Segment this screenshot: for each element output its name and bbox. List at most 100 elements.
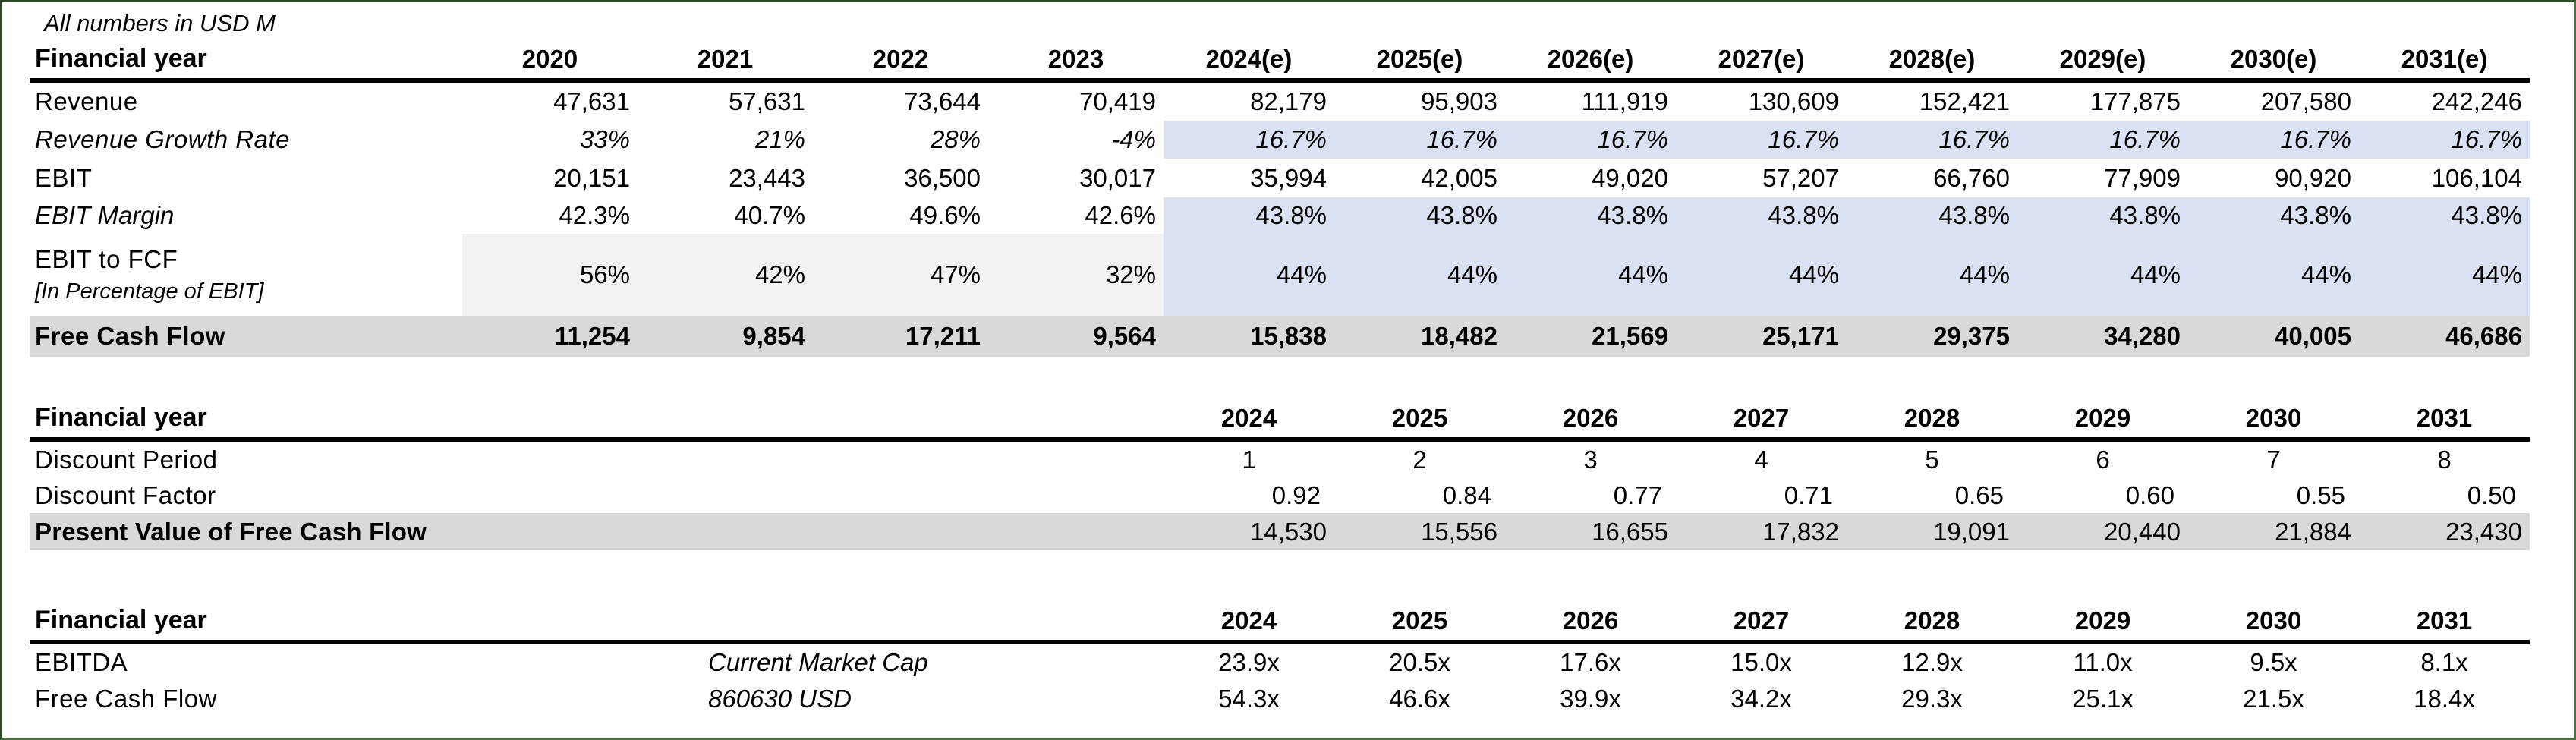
revenue-value-cell: 207,580 — [2260, 87, 2351, 115]
pv-of-fcf-value-cell: 16,655 — [1505, 513, 1676, 550]
discount-period-value-cell: 4 — [1754, 445, 1768, 474]
ebit-to-fcf-value-cell: 44% — [2017, 234, 2188, 316]
year-header-cell: 2028 — [1847, 398, 2017, 442]
discounting-header-row: Financial year 2024 2025 2026 2027 2028 2029 2… — [30, 398, 2530, 442]
ebitda-multiple-value-cell: 15.0x — [1730, 648, 1792, 676]
pv-of-fcf-value-cell: 14,530 — [1164, 513, 1334, 550]
pv-of-fcf-value-cell: 15,556 — [1334, 513, 1505, 550]
revenue-growth-value-cell: -4% — [1111, 125, 1156, 153]
revenue-value-cell: 111,919 — [1581, 87, 1668, 115]
revenue-value-cell: 57,631 — [729, 87, 805, 115]
ebit-value-cell: 35,994 — [1250, 163, 1327, 192]
revenue-growth-value-cell: 16.7% — [2359, 121, 2530, 159]
year-header-cell: 2026 — [1505, 398, 1676, 442]
revenue-growth-label: Revenue Growth Rate — [35, 125, 291, 153]
pv-of-fcf-row: Present Value of Free Cash Flow 14,530 15… — [30, 513, 2530, 550]
free-cash-flow-value-cell: 29,375 — [1847, 316, 2017, 357]
revenue-value-cell: 177,875 — [2089, 87, 2181, 115]
ebitda-multiple-value-cell: 8.1x — [2420, 648, 2468, 676]
revenue-growth-value-cell: 16.7% — [1334, 121, 1505, 159]
forecast-table: Financial year 2020 2021 2022 2023 2024(e) 20… — [30, 37, 2530, 357]
fcf-multiple-value-cell: 18.4x — [2414, 685, 2475, 713]
pv-of-fcf-value-cell: 21,884 — [2188, 513, 2359, 550]
discount-factor-value-cell: 0.65 — [1954, 480, 2004, 509]
revenue-growth-value-cell: 16.7% — [1505, 121, 1676, 159]
ebit-to-fcf-value-cell: 32% — [988, 234, 1164, 316]
year-header-cell: 2029(e) — [2017, 37, 2188, 83]
financial-year-label: Financial year — [30, 600, 462, 644]
year-header-cell: 2024(e) — [1164, 37, 1334, 83]
pv-of-fcf-value-cell: 17,832 — [1676, 513, 1847, 550]
year-header-cell: 2024 — [1164, 600, 1334, 644]
ebit-margin-value-cell: 43.8% — [1676, 197, 1847, 234]
year-header-cell: 2026 — [1505, 600, 1676, 644]
revenue-growth-row: Revenue Growth Rate 33% 21% 28% -4% 16.7% 16.… — [30, 121, 2530, 159]
fcf-multiple-value-cell: 21.5x — [2243, 685, 2304, 713]
row-spacer — [462, 513, 1164, 550]
ebit-value-cell: 90,920 — [2275, 163, 2351, 192]
revenue-value-cell: 73,644 — [904, 87, 981, 115]
revenue-row: Revenue 47,631 57,631 73,644 70,419 82,179 95… — [30, 80, 2530, 121]
units-note: All numbers in USD M — [44, 10, 276, 36]
free-cash-flow-value-cell: 11,254 — [462, 316, 638, 357]
year-header-cell: 2028 — [1847, 600, 2017, 644]
fcf-multiple-value-cell: 25.1x — [2072, 685, 2134, 713]
current-market-cap-note: Current Market Cap — [708, 648, 928, 676]
free-cash-flow-row: Free Cash Flow 11,254 9,854 17,211 9,564 15,… — [30, 316, 2530, 357]
market-cap-value-note: 860630 USD — [708, 685, 852, 713]
ebit-value-cell: 30,017 — [1079, 163, 1156, 192]
ebit-margin-value-cell: 42.6% — [1085, 201, 1156, 229]
ebit-margin-value-cell: 43.8% — [1847, 197, 2017, 234]
discount-period-value-cell: 2 — [1412, 445, 1427, 474]
ebitda-multiple-value-cell: 12.9x — [1901, 648, 1963, 676]
year-header-cell: 2030 — [2188, 398, 2359, 442]
revenue-growth-value-cell: 21% — [754, 125, 805, 153]
revenue-label: Revenue — [35, 87, 138, 115]
ebit-to-fcf-value-cell: 44% — [1164, 234, 1334, 316]
discount-factor-label: Discount Factor — [35, 480, 216, 509]
year-header-cell: 2025 — [1334, 600, 1505, 644]
ebit-value-cell: 77,909 — [2104, 163, 2181, 192]
ebit-to-fcf-value-cell: 47% — [813, 234, 988, 316]
ebit-to-fcf-row: EBIT to FCF [In Percentage of EBIT] 56% 4… — [30, 234, 2530, 316]
discount-period-value-cell: 6 — [2096, 445, 2110, 474]
year-header-cell: 2024 — [1164, 398, 1334, 442]
discount-factor-value-cell: 0.55 — [2296, 480, 2345, 509]
ebit-value-cell: 66,760 — [1933, 163, 2010, 192]
revenue-growth-value-cell: 16.7% — [2188, 121, 2359, 159]
free-cash-flow-value-cell: 46,686 — [2359, 316, 2530, 357]
ebit-to-fcf-value-cell: 44% — [1505, 234, 1676, 316]
year-header-cell: 2021 — [638, 37, 813, 83]
ebitda-multiple-value-cell: 20.5x — [1389, 648, 1450, 676]
discount-period-value-cell: 1 — [1242, 445, 1256, 474]
ebitda-multiple-row: EBITDA Current Market Cap 23.9x 20.5x 17.6… — [30, 642, 2530, 681]
ebit-margin-value-cell: 43.8% — [2359, 197, 2530, 234]
header-spacer — [462, 600, 1164, 644]
revenue-growth-value-cell: 33% — [579, 125, 630, 153]
free-cash-flow-value-cell: 40,005 — [2188, 316, 2359, 357]
year-header-cell: 2031 — [2359, 600, 2530, 644]
pv-of-fcf-value-cell: 19,091 — [1847, 513, 2017, 550]
ebit-value-cell: 20,151 — [553, 163, 630, 192]
financial-year-label: Financial year — [30, 398, 462, 442]
financial-year-label: Financial year — [30, 37, 462, 83]
discount-factor-value-cell: 0.77 — [1613, 480, 1662, 509]
ebit-margin-value-cell: 43.8% — [1505, 197, 1676, 234]
ebitda-multiple-value-cell: 11.0x — [2073, 648, 2133, 676]
ebit-margin-value-cell: 42.3% — [559, 201, 630, 229]
ebit-to-fcf-label-line1: EBIT to FCF — [35, 245, 178, 273]
ebit-value-cell: 57,207 — [1762, 163, 1839, 192]
free-cash-flow-value-cell: 34,280 — [2017, 316, 2188, 357]
year-header-cell: 2027 — [1676, 398, 1847, 442]
ebitda-multiple-label: EBITDA — [35, 648, 128, 676]
free-cash-flow-value-cell: 15,838 — [1164, 316, 1334, 357]
revenue-growth-value-cell: 16.7% — [2017, 121, 2188, 159]
ebit-to-fcf-label-line2: [In Percentage of EBIT] — [35, 279, 264, 304]
multiples-header-row: Financial year 2024 2025 2026 2027 2028 2029 2… — [30, 600, 2530, 644]
pv-of-fcf-label: Present Value of Free Cash Flow — [30, 513, 462, 550]
fcf-multiple-value-cell: 39.9x — [1560, 685, 1621, 713]
ebit-margin-value-cell: 49.6% — [909, 201, 981, 229]
fcf-multiple-label: Free Cash Flow — [35, 685, 217, 713]
ebit-to-fcf-value-cell: 44% — [1334, 234, 1505, 316]
